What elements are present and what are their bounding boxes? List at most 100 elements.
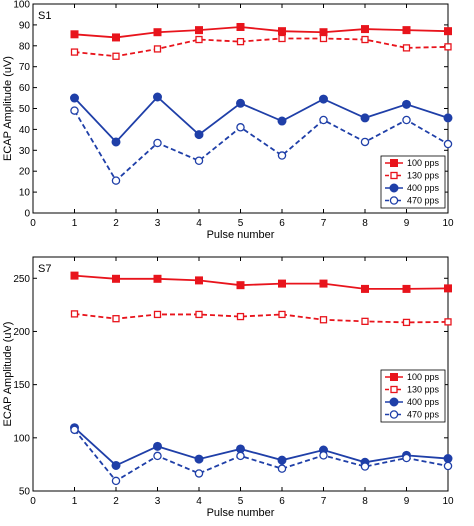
data-point <box>277 151 287 160</box>
data-point <box>319 316 328 324</box>
x-tick-label: 7 <box>321 496 327 507</box>
data-point <box>111 176 121 185</box>
data-point <box>360 462 370 471</box>
x-tick-label: 6 <box>279 496 285 507</box>
series-line <box>73 427 449 467</box>
data-point <box>444 43 452 51</box>
y-tick-label: 20 <box>19 167 31 178</box>
legend-marker <box>389 196 399 205</box>
y-tick-label: 250 <box>13 274 30 285</box>
series-line <box>73 429 449 483</box>
data-point <box>153 441 162 451</box>
x-tick-label: 10 <box>442 218 454 229</box>
y-tick-label: 80 <box>19 41 31 52</box>
legend-marker <box>390 385 398 394</box>
legend-marker <box>389 183 399 193</box>
data-point <box>277 455 287 465</box>
legend: 100 pps 130 pps 400 pps 470 pps <box>380 155 446 209</box>
data-point <box>402 453 411 463</box>
data-point <box>194 130 204 140</box>
data-point <box>153 451 162 461</box>
y-tick-label: 70 <box>19 62 31 73</box>
x-tick-label: 0 <box>30 496 36 507</box>
series-400-pps <box>70 92 453 147</box>
data-point <box>443 139 453 149</box>
legend-marker <box>390 159 398 167</box>
x-tick-label: 8 <box>362 218 368 229</box>
x-axis-label: Pulse number <box>207 229 275 241</box>
data-point <box>70 106 79 115</box>
legend-label: 400 pps <box>407 183 440 193</box>
data-point <box>236 37 245 46</box>
data-point <box>361 317 369 326</box>
data-point <box>319 34 328 43</box>
data-point <box>195 35 203 44</box>
data-point <box>153 310 162 319</box>
y-tick-label: 90 <box>19 20 31 31</box>
panel-label: S1 <box>38 10 51 22</box>
data-point <box>278 34 286 43</box>
data-point <box>402 318 411 327</box>
x-tick-label: 1 <box>72 218 78 229</box>
chart-panel-s1: 0 1 2 3 4 5 6 7 8 9 100102030405060708090100Pulse … <box>2 0 454 241</box>
data-point <box>444 318 452 326</box>
legend-label: 100 pps <box>407 158 440 168</box>
y-tick-label: 100 <box>13 0 30 11</box>
x-tick-label: 10 <box>442 496 454 507</box>
x-tick-label: 6 <box>279 218 285 229</box>
x-tick-label: 4 <box>196 496 202 507</box>
series-130-pps <box>70 34 452 60</box>
data-point <box>195 310 203 319</box>
series-line <box>74 37 449 58</box>
series-470-pps <box>70 425 453 486</box>
y-tick-label: 50 <box>19 487 31 498</box>
data-point <box>194 454 204 464</box>
x-tick-label: 9 <box>404 496 410 507</box>
y-tick-label: 10 <box>19 188 31 199</box>
y-tick-label: 30 <box>19 146 31 157</box>
x-tick-label: 1 <box>72 496 78 507</box>
y-tick-label: 60 <box>19 83 31 94</box>
data-point <box>70 30 79 39</box>
legend-label: 470 pps <box>407 196 440 206</box>
data-point <box>319 115 328 125</box>
data-point <box>194 469 204 478</box>
series-line <box>73 110 449 183</box>
y-tick-label: 150 <box>13 380 30 391</box>
data-point <box>153 28 162 37</box>
x-axis-label: Pulse number <box>207 507 275 519</box>
data-point <box>278 279 286 288</box>
legend-label: 400 pps <box>407 397 440 407</box>
y-tick-label: 50 <box>19 104 31 115</box>
data-point <box>194 156 204 165</box>
data-point <box>360 137 370 147</box>
x-tick-label: 8 <box>362 496 368 507</box>
data-point <box>70 93 79 103</box>
data-point <box>319 94 328 104</box>
x-tick-label: 4 <box>196 218 202 229</box>
data-point <box>153 92 162 102</box>
x-tick-label: 7 <box>321 218 327 229</box>
data-point <box>153 138 162 148</box>
data-point <box>319 28 328 37</box>
x-tick-label: 5 <box>238 496 244 507</box>
legend-marker <box>389 410 399 419</box>
data-point <box>236 451 245 461</box>
series-line <box>74 274 449 290</box>
data-point <box>402 284 411 293</box>
series-130-pps <box>70 310 452 327</box>
legend-marker <box>389 397 399 407</box>
data-point <box>195 26 203 35</box>
data-point <box>112 52 120 60</box>
data-point <box>361 284 369 293</box>
data-point <box>444 284 452 293</box>
y-tick-label: 100 <box>13 433 30 444</box>
data-point <box>153 274 162 283</box>
x-tick-label: 3 <box>155 218 161 229</box>
legend-label: 130 pps <box>407 385 440 395</box>
data-point <box>112 315 120 323</box>
data-point <box>153 45 162 53</box>
x-tick-label: 2 <box>113 218 119 229</box>
data-point <box>443 113 453 123</box>
